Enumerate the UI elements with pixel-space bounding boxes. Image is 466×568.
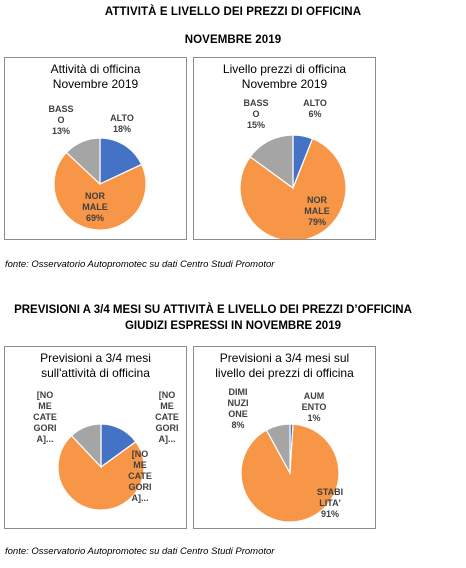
pie-slice (53, 151, 147, 231)
slice-label: STABI LITA' 91% (317, 487, 343, 519)
source-note-2: fonte: Osservatorio Autopromotec su dati… (5, 546, 275, 557)
pie-chart: [NO ME CATE GORI A]...[NO ME CATE GORI A]...[NO M… (33, 390, 179, 511)
chart-panel-previsioni-prezzi: Previsioni a 3/4 mesi sul livello dei pre… (193, 346, 376, 529)
slice-label: ALTO 18% (110, 113, 134, 134)
pie-slice (57, 434, 145, 511)
chart-title-line: Novembre 2019 (52, 77, 139, 91)
pie-chart: ALTO 6% NOR MALE 79% BASS O 15% (239, 98, 347, 239)
slice-label: ALTO 6% (303, 98, 327, 119)
pie-chart: AUM ENTO 1% STABI LITA' 91% DIMI NUZI ONE 8% (228, 387, 343, 523)
slice-label: BASS O 13% (48, 104, 73, 136)
section1-title: ATTIVITÀ E LIVELLO DEI PREZZI DI OFFICIN… (104, 6, 362, 18)
chart-panel-prezzi: Livello prezzi di officina Novembre 2019 A… (193, 57, 376, 240)
slice-label: BASS O 15% (243, 98, 268, 130)
slice-label: [NO ME CATE GORI A]... (128, 449, 152, 503)
source-note-1: fonte: Osservatorio Autopromotec su dati… (5, 259, 275, 270)
chart-panel-previsioni-attivita: Previsioni a 3/4 mesi sull'attività di of… (4, 346, 187, 529)
pie-slice (265, 423, 291, 474)
pie-slice (99, 137, 143, 185)
section1-subtitle: NOVEMBRE 2019 (184, 34, 282, 46)
pie-slice (65, 137, 101, 186)
slice-label: [NO ME CATE GORI A]... (155, 390, 179, 444)
chart-title-line: Attività di officina (50, 62, 141, 76)
pie-slice (70, 423, 102, 469)
chart-title-line: sull'attività di officina (41, 366, 150, 380)
chart-title-line: Previsioni a 3/4 mesi sul (219, 351, 350, 365)
slice-label: NOR MALE 79% (304, 195, 330, 227)
chart-panel-attivita: Attività di officina Novembre 2019 ALTO 18%… (4, 57, 187, 240)
slice-label: DIMI NUZI ONE 8% (228, 387, 249, 430)
chart-title-line: livello dei prezzi di officina (215, 366, 354, 380)
section2-subtitle: GIUDIZI ESPRESSI IN NOVEMBRE 2019 (124, 320, 341, 332)
slice-label: NOR MALE 69% (82, 191, 108, 223)
pie-slice (249, 134, 294, 190)
section2-title: PREVISIONI A 3/4 MESI SU ATTIVITÀ E LIVE… (14, 304, 412, 316)
chart-title-line: Livello prezzi di officina (222, 62, 347, 76)
pie-slice (239, 137, 347, 239)
pie-chart: ALTO 18% NOR MALE 69% BASS O 13% (48, 104, 147, 231)
slice-label: AUM ENTO 1% (302, 391, 327, 423)
chart-title-line: Novembre 2019 (241, 77, 328, 91)
chart-title-line: Previsioni a 3/4 mesi (40, 351, 151, 365)
slice-label: [NO ME CATE GORI A]... (33, 390, 57, 444)
